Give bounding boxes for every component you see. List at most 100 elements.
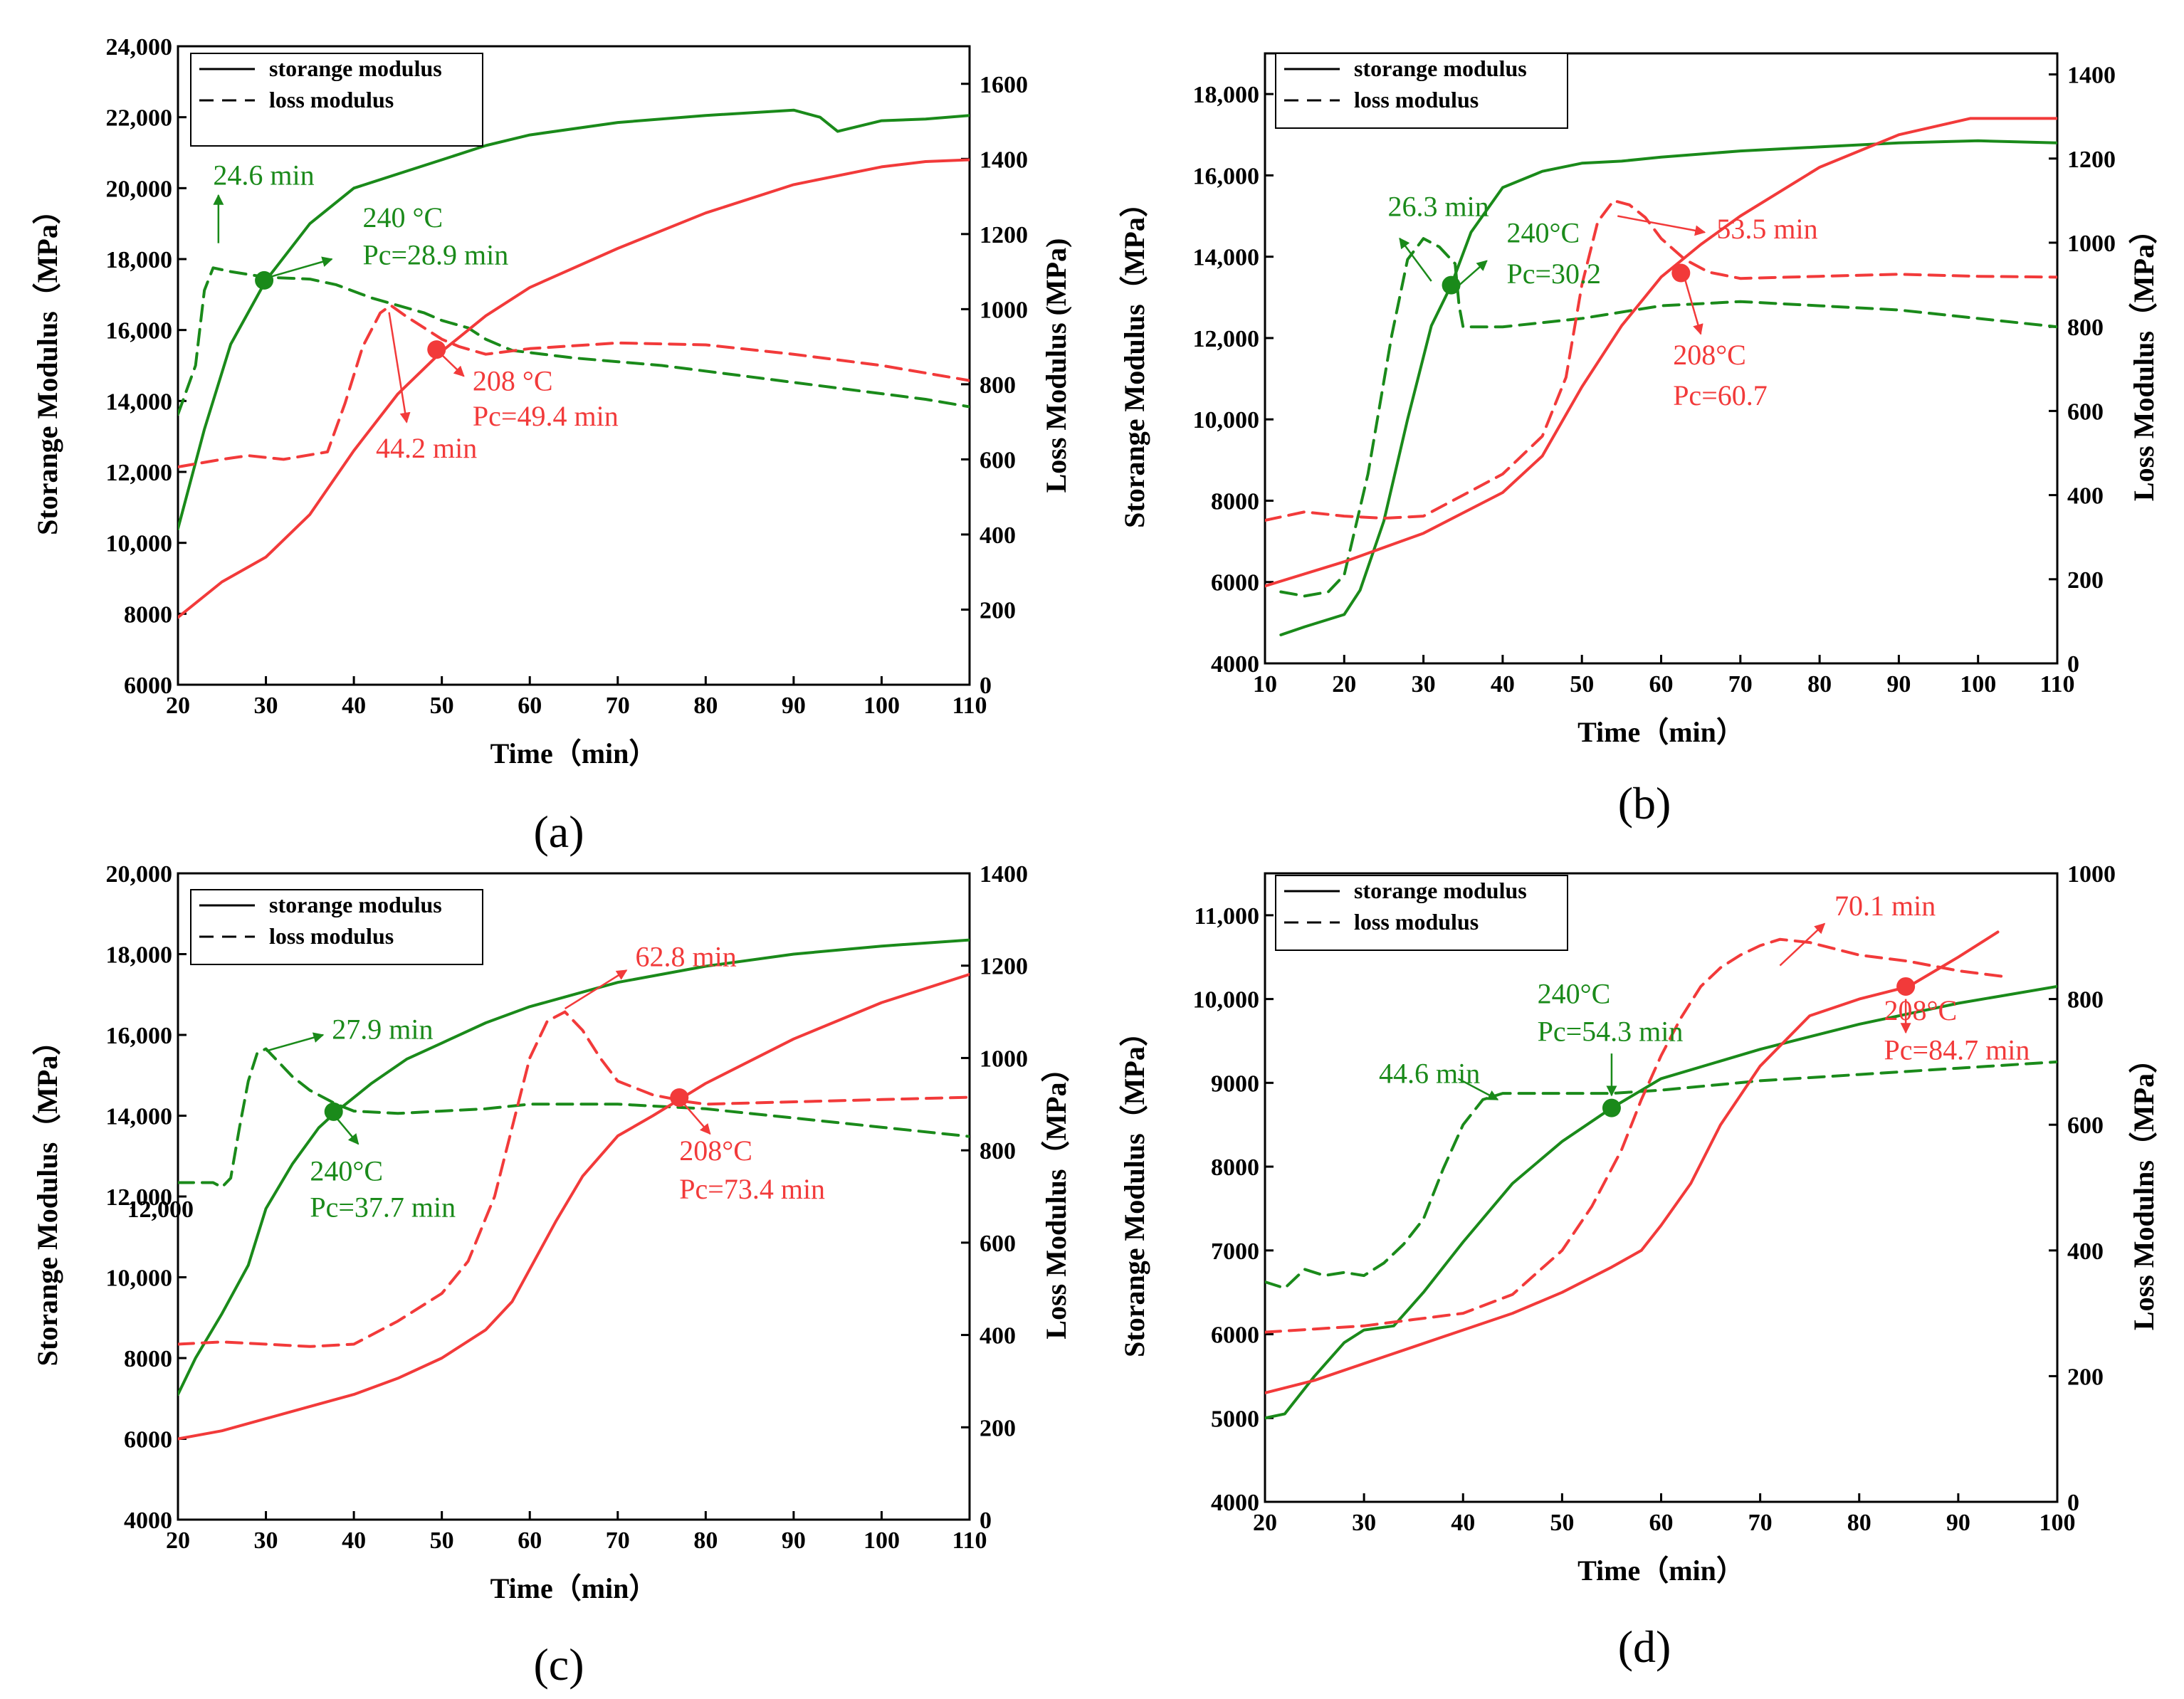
x-tick-label: 80	[693, 1527, 718, 1554]
x-tick-label: 70	[606, 1527, 630, 1554]
x-tick-label: 50	[430, 1527, 454, 1554]
y-left-tick-label: 18,000	[106, 942, 173, 969]
y-left-tick-label: 16,000	[1193, 163, 1260, 189]
y-right-axis-title: Loss Modulus (MPa)	[1040, 238, 1072, 493]
annotation-arrow	[564, 969, 628, 1010]
y-left-tick-label: 14,000	[1193, 245, 1260, 271]
y-left-tick-label: 14,000	[106, 1104, 173, 1130]
series-line-storage-red	[1265, 930, 2000, 1394]
y-right-tick-label: 600	[980, 1231, 1016, 1257]
annotation-arrow	[270, 256, 333, 278]
x-axis-title: Time（min）	[490, 1572, 658, 1604]
annotation-arrow	[388, 312, 411, 424]
y-right-tick-label: 0	[980, 673, 992, 699]
y-right-tick-label: 200	[2067, 1364, 2104, 1390]
y-left-tick-label: 4000	[1211, 1490, 1259, 1516]
annotation-arrow	[1458, 260, 1488, 286]
y-left-tick-label: 14,000	[106, 389, 173, 415]
x-axis-title: Time（min）	[490, 737, 658, 769]
annotation-label: 44.6 min	[1379, 1057, 1480, 1089]
y-right-axis-title: Loss Modulns（MPa）	[2128, 1045, 2160, 1330]
series-line-loss-red	[178, 304, 970, 468]
x-tick-label: 40	[342, 693, 366, 719]
y-right-tick-label: 800	[980, 372, 1016, 399]
y-right-tick-label: 1000	[2067, 231, 2116, 257]
x-tick-label: 50	[1570, 671, 1594, 698]
y-right-tick-label: 0	[2067, 1490, 2079, 1516]
y-left-tick-label: 6000	[124, 1427, 172, 1453]
annotation-label: 208 °C	[473, 364, 553, 396]
y-left-tick-label: 9000	[1211, 1071, 1259, 1097]
crossover-point-green	[324, 1102, 343, 1121]
x-tick-label: 60	[518, 693, 542, 719]
y-left-tick-label: 16,000	[106, 1023, 173, 1049]
series-line-storage-green	[1279, 139, 2057, 636]
x-axis-title: Time（min）	[1577, 1555, 1745, 1587]
plot-frame	[177, 45, 971, 686]
y-left-tick-label: 4000	[1211, 651, 1259, 678]
plot-area	[1265, 117, 2057, 636]
crossover-point-red	[427, 340, 446, 359]
y-left-tick-label: 6000	[1211, 1322, 1259, 1349]
y-left-axis-title: Storange Modulus（MPa）	[31, 1027, 63, 1367]
x-tick-label: 80	[1847, 1510, 1871, 1536]
series-line-loss-green	[178, 266, 970, 416]
legend-entry: storange modulus	[1354, 878, 1527, 903]
crossover-point-red	[1671, 263, 1691, 283]
series-line-loss-red	[1265, 937, 2010, 1334]
x-tick-label: 100	[1960, 671, 1996, 698]
x-tick-label: 70	[606, 693, 630, 719]
x-tick-label: 80	[1807, 671, 1832, 698]
y-right-tick-label: 1600	[980, 72, 1028, 98]
y-left-tick-label: 12,000	[1193, 326, 1260, 352]
y-left-tick-label: 12,000	[106, 460, 173, 486]
series-line-loss-red	[178, 1010, 970, 1348]
annotation-label: 53.5 min	[1716, 213, 1817, 245]
y-right-tick-label: 600	[2067, 399, 2104, 425]
y-left-tick-label: 18,000	[106, 247, 173, 273]
y-right-tick-label: 800	[980, 1138, 1016, 1164]
y-left-tick-label: 22,000	[106, 105, 173, 132]
panel-label: (b)	[1618, 778, 1671, 829]
annotation-label: 208°C	[679, 1135, 752, 1167]
legend-entry: loss modulus	[1354, 87, 1479, 112]
x-tick-label: 20	[1253, 1510, 1277, 1536]
x-tick-label: 90	[1946, 1510, 1970, 1536]
x-tick-label: 60	[518, 1527, 542, 1554]
legend-entry: loss modulus	[269, 923, 394, 949]
crossover-point-green	[255, 270, 274, 290]
x-tick-label: 40	[342, 1527, 366, 1554]
y-right-tick-label: 1200	[980, 222, 1028, 248]
series-line-storage-green	[1265, 984, 2057, 1420]
y-right-tick-label: 1200	[980, 954, 1028, 980]
x-tick-label: 30	[1412, 671, 1436, 698]
annotation-label: 240°C	[1506, 217, 1580, 249]
y-left-tick-label: 18,000	[1193, 82, 1260, 108]
y-right-tick-label: 1000	[2067, 861, 2116, 888]
y-right-tick-label: 200	[2067, 567, 2104, 594]
annotation-arrow	[1779, 922, 1826, 967]
annotation-label: 240°C	[310, 1154, 383, 1187]
x-tick-label: 30	[1352, 1510, 1376, 1536]
series-line-loss-green	[1265, 1060, 2057, 1290]
y-left-axis-title: Storange Modulus（MPa）	[1118, 1018, 1150, 1357]
x-tick-label: 30	[254, 693, 278, 719]
x-tick-label: 100	[863, 1527, 900, 1554]
y-right-tick-label: 600	[980, 447, 1016, 473]
y-left-tick-label: 24,000	[106, 34, 173, 61]
x-tick-label: 60	[1649, 671, 1674, 698]
y-left-tick-label: 16,000	[106, 318, 173, 344]
plot-area	[178, 108, 970, 619]
x-tick-label: 80	[693, 693, 718, 719]
crossover-point-red	[1896, 977, 1916, 996]
annotation-arrow	[1684, 278, 1703, 335]
y-left-tick-label: 6000	[124, 673, 172, 699]
chart-panel-b: 10 20 30 40 50 60 70 80 90 100 11040006000800010,0…	[1118, 52, 2160, 829]
y-left-tick-label: 7000	[1211, 1238, 1259, 1265]
x-tick-label: 110	[2039, 671, 2074, 698]
annotation-label: 24.6 min	[213, 159, 314, 191]
y-left-axis-title: Storange Modulus（MPa）	[1118, 189, 1150, 528]
y-right-tick-label: 400	[980, 522, 1016, 549]
annotation-label: Pc=37.7 min	[310, 1191, 456, 1223]
